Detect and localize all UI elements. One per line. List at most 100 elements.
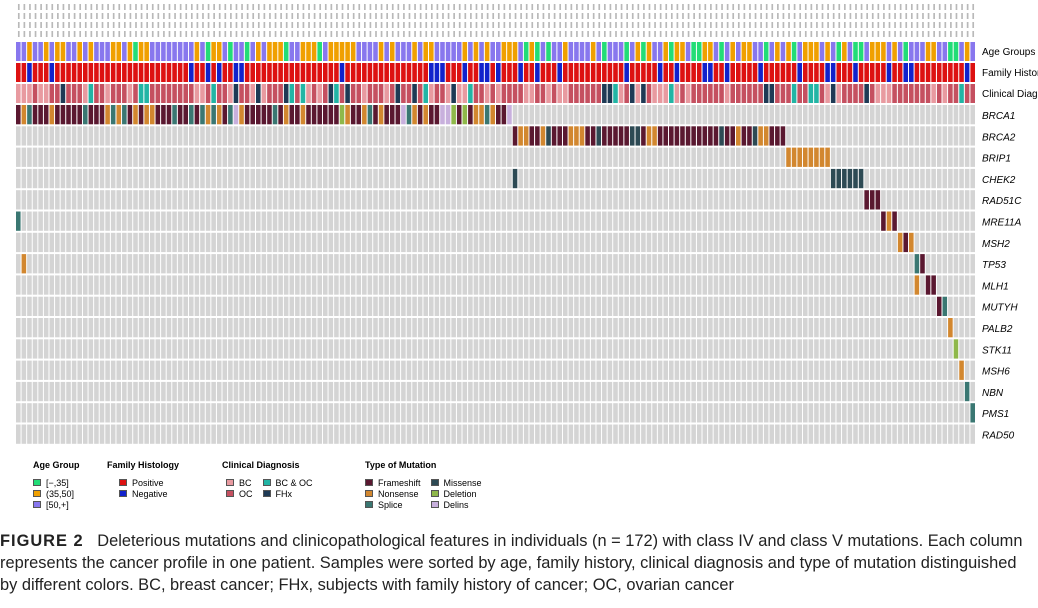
mutation-cell: [389, 254, 395, 274]
mutation-cell: [183, 339, 189, 359]
mutation-cell: [501, 126, 507, 146]
mutation-cell: [864, 360, 869, 380]
sample-id-tick: [509, 22, 511, 28]
mutation-cell: [177, 339, 183, 359]
mutation-cell: [122, 296, 127, 316]
mutation-cell: [830, 296, 836, 316]
mutation-cell: [239, 296, 244, 316]
age-group-cell: [149, 42, 155, 61]
mutation-cell: [864, 232, 869, 253]
clinical-diagnosis-cell: [189, 84, 194, 103]
mutation-cell: [641, 147, 646, 167]
sample-id-tick: [514, 31, 517, 37]
age-group-cell: [239, 42, 244, 61]
mutation-cell: [406, 296, 412, 316]
mutation-cell: [216, 339, 222, 359]
mutation-cell: [88, 254, 94, 274]
sample-id-tick: [860, 4, 863, 10]
mutation-cell: [579, 126, 585, 146]
mutation-cell: [892, 105, 897, 125]
clinical-diagnosis-cell: [691, 84, 696, 103]
mutation-cell: [551, 190, 557, 210]
mutation-cell: [88, 190, 94, 210]
mutation-cell: [149, 296, 155, 316]
mutation-cell: [847, 360, 853, 380]
mutation-cell: [607, 318, 613, 338]
clinical-diagnosis-cell: [367, 84, 373, 103]
mutation-cell: [144, 147, 149, 167]
mutation-cell: [194, 381, 200, 402]
mutation-cell: [99, 190, 105, 210]
sample-id-tick: [927, 4, 930, 10]
mutation-cell: [339, 381, 345, 402]
sample-id-tick: [464, 13, 467, 19]
clinical-diagnosis-cell: [836, 84, 842, 103]
mutation-cell: [763, 126, 769, 146]
sample-id-tick: [743, 4, 746, 10]
mutation-cell: [261, 147, 267, 167]
mutation-cell: [16, 424, 21, 444]
mutation-cell: [373, 254, 378, 274]
legend-swatch: [365, 479, 373, 486]
age-group-cell: [775, 42, 780, 61]
mutation-cell: [507, 105, 512, 125]
mutation-cell: [362, 318, 367, 338]
mutation-cell: [964, 275, 970, 295]
mutation-cell: [423, 126, 429, 146]
mutation-cell: [579, 254, 585, 274]
mutation-cell: [512, 424, 518, 444]
mutation-cell: [367, 254, 373, 274]
mutation-cell: [786, 296, 791, 316]
sample-id-tick: [207, 13, 210, 19]
mutation-cell: [395, 211, 401, 231]
mutation-cell: [663, 105, 669, 125]
legend-swatch: [33, 490, 41, 497]
mutation-cell: [445, 296, 451, 316]
mutation-cell: [401, 254, 406, 274]
age-group-cell: [769, 42, 775, 61]
clinical-diagnosis-cell: [775, 84, 780, 103]
mutation-cell: [618, 403, 624, 423]
clinical-diagnosis-cell: [334, 84, 339, 103]
mutation-cell: [322, 105, 328, 125]
mutation-cell: [172, 403, 177, 423]
mutation-cell: [518, 339, 523, 359]
mutation-cell: [55, 190, 60, 210]
mutation-cell: [194, 403, 200, 423]
mutation-cell: [624, 275, 629, 295]
clinical-diagnosis-cell: [401, 84, 406, 103]
sample-id-tick: [90, 4, 93, 10]
mutation-cell: [490, 381, 495, 402]
family-history-cell: [339, 63, 345, 82]
sample-id-tick: [760, 4, 762, 10]
mutation-cell: [434, 126, 440, 146]
mutation-cell: [964, 403, 970, 423]
mutation-cell: [736, 403, 741, 423]
clinical-diagnosis-cell: [747, 84, 752, 103]
sample-id-tick: [185, 31, 188, 37]
mutation-cell: [55, 360, 60, 380]
mutation-cell: [747, 318, 752, 338]
mutation-cell: [222, 105, 228, 125]
mutation-cell: [423, 403, 429, 423]
mutation-cell: [752, 296, 758, 316]
sample-id-tick: [497, 22, 500, 28]
mutation-cell: [183, 126, 189, 146]
legend-clinical-item: FHx: [262, 488, 313, 499]
mutation-cell: [272, 339, 278, 359]
mutation-cell: [613, 318, 618, 338]
mutation-cell: [864, 403, 869, 423]
mutation-cell: [311, 105, 317, 125]
mutation-cell: [49, 296, 55, 316]
mutation-cell: [295, 126, 300, 146]
mutation-cell: [490, 318, 495, 338]
mutation-cell: [445, 211, 451, 231]
mutation-cell: [702, 168, 708, 189]
mutation-cell: [769, 424, 775, 444]
mutation-cell: [250, 126, 255, 146]
sample-id-tick: [57, 13, 59, 19]
mutation-cell: [334, 381, 339, 402]
mutation-cell: [105, 168, 110, 189]
sample-id-tick: [151, 22, 154, 28]
mutation-cell: [328, 105, 334, 125]
